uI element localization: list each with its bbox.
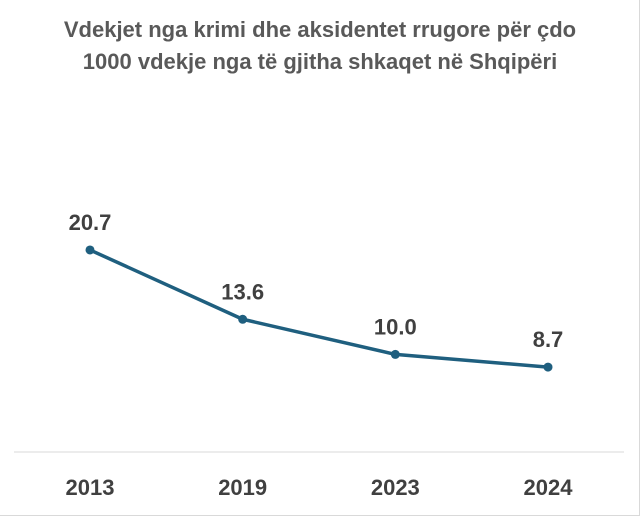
x-tick-label: 2013 [66, 475, 115, 500]
x-tick-label: 2024 [524, 475, 574, 500]
series-line [88, 248, 550, 369]
data-point [238, 314, 248, 324]
data-point [543, 362, 553, 372]
data-point [390, 349, 400, 359]
data-label: 20.7 [69, 210, 112, 235]
data-label: 8.7 [533, 327, 564, 352]
data-label: 10.0 [374, 314, 417, 339]
x-tick-label: 2023 [371, 475, 420, 500]
x-tick-label: 2019 [218, 475, 267, 500]
data-label: 13.6 [221, 279, 264, 304]
data-point [85, 245, 95, 255]
chart-title: Vdekjet nga krimi dhe aksidentet rrugore… [63, 17, 577, 74]
